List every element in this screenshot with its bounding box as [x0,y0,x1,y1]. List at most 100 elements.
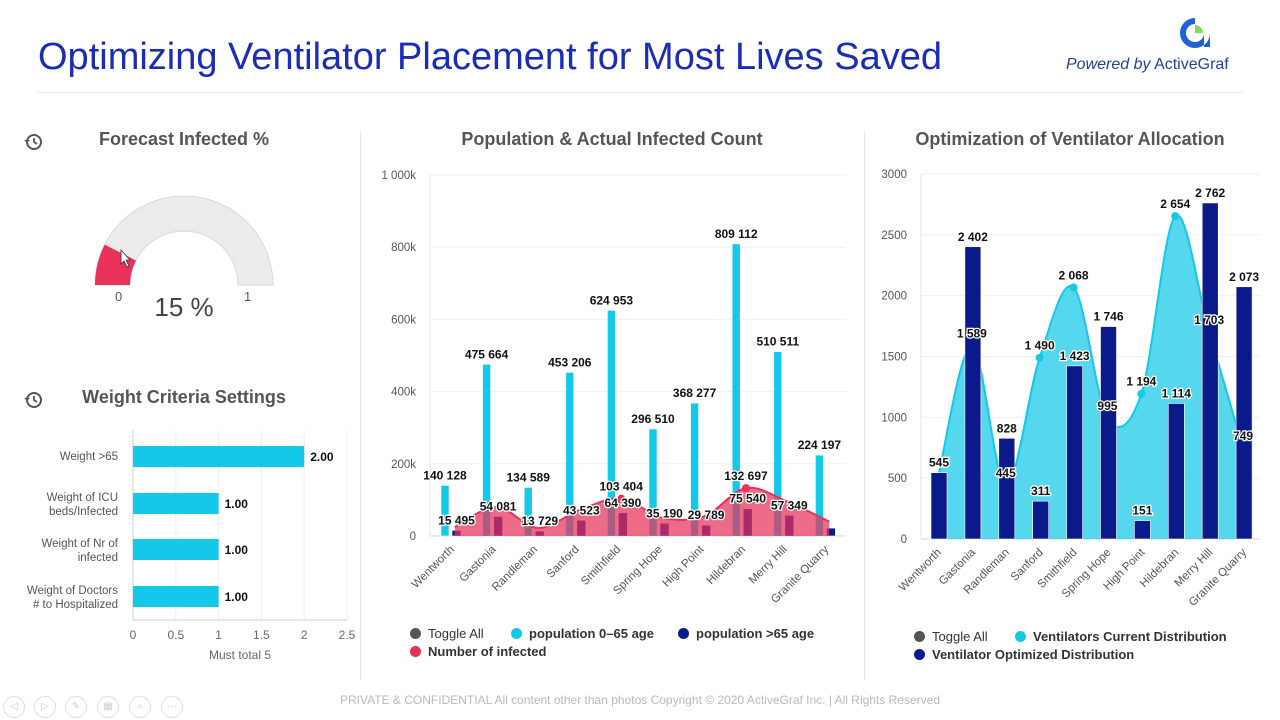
previous-icon[interactable]: ◁ [3,696,25,718]
x-tick-label: Hildebran [705,544,748,587]
brand-name: ActiveGraf [1154,56,1229,73]
gauge-value: 15 % [154,292,214,322]
legend-label: Toggle All [428,626,484,641]
bar [1201,202,1219,540]
data-label: 2 654 [1160,197,1190,211]
data-label: 453 206 [548,355,592,369]
data-label: 2 073 [1229,270,1259,284]
ventilator-chart: 0 500 1000 1500 2000 2500 3000 1 589 445 1 490 2 0… [881,169,1260,609]
data-label: 29 789 [688,508,725,522]
legend-current-distribution[interactable]: Ventilators Current Distribution [1015,629,1227,644]
data-point [617,494,626,503]
area-2 [454,487,830,536]
history-icon[interactable] [22,131,44,153]
data-label: 1 423 [1060,349,1090,363]
bar [1235,286,1253,540]
data-label: 296 510 [631,412,675,426]
weight-label: # to Hospitalized [33,599,118,611]
x-tick-label: 0 [130,628,137,642]
data-label: 749 [1233,429,1253,443]
data-label: 545 [929,456,949,470]
data-label: 132 697 [724,469,768,483]
data-label: 1 589 [957,327,987,341]
population-chart: 0 200k 400k 600k 800k 1 000k 140 128 475 664 134… [381,170,846,606]
legend-population-0-65[interactable]: population 0–65 age [511,626,654,641]
x-tick-label: Wentworth [897,547,944,594]
next-icon[interactable]: ▷ [34,696,56,718]
weight-bar [133,586,219,607]
legend-dot [410,628,421,639]
gauge-max-label: 1 [244,289,252,304]
legend-label: Ventilator Optimized Distribution [932,647,1135,662]
area-line [936,214,1245,486]
bar [1100,326,1117,540]
bar [1167,403,1185,540]
area-line [454,486,830,530]
footer-copyright: PRIVATE & CONFIDENTIAL All content other… [340,693,940,707]
data-label: 1 703 [1194,313,1224,327]
legend-toggle-all[interactable]: Toggle All [410,626,484,641]
pen-icon[interactable]: ✎ [65,696,87,718]
data-label: 35 190 [646,506,683,520]
weight-label: beds/Infected [49,506,118,518]
more-icon[interactable]: ··· [161,696,183,718]
data-label: 2 402 [958,230,988,244]
data-label: 224 197 [798,438,842,452]
data-point [1137,389,1146,398]
legend-dot [914,631,925,642]
data-label: 1 746 [1093,310,1123,324]
weight-criteria-chart: 0 0.5 1 1.5 2 2.5 2.00 Weight >65 1.00 Weight of … [27,430,356,662]
data-label: 64 390 [605,496,642,510]
data-label: 2 068 [1059,268,1089,282]
legend-toggle-all[interactable]: Toggle All [914,629,988,644]
y-tick-label: 1000 [881,412,907,424]
data-label: 311 [1031,484,1051,498]
weight-bar [133,446,305,467]
x-tick-label: 0.5 [167,628,184,642]
data-label: 2 762 [1195,186,1225,200]
y-tick-label: 0 [901,534,907,546]
bar [1032,500,1049,540]
legend-optimized-distribution[interactable]: Ventilator Optimized Distribution [914,647,1134,662]
forecast-gauge[interactable] [80,180,290,330]
slides-icon[interactable]: ▦ [97,696,119,718]
powered-by-label: Powered by ActiveGraf [1066,56,1229,74]
x-tick-label: 1.5 [253,628,270,642]
y-tick-label: 800k [391,242,416,254]
powered-prefix: Powered by [1066,56,1151,73]
x-tick-label: Merry Hill [747,544,790,587]
data-label: 624 953 [590,293,634,307]
zoom-icon[interactable]: ⌕ [129,696,151,718]
activegraf-logo-icon [1180,18,1210,48]
legend-population-65plus[interactable]: population >65 age [678,626,814,641]
bar [1134,520,1151,540]
data-point [742,484,750,493]
data-label: 43 523 [563,503,600,517]
data-point [1171,212,1180,221]
bar [930,472,948,540]
page-title: Optimizing Ventilator Placement for Most… [38,36,942,78]
header-divider [38,92,1243,93]
y-tick-label: 1 000k [381,170,416,182]
weight-label: Weight of Nr of [42,538,119,550]
data-label: 475 664 [465,347,509,361]
legend-dot [678,628,689,639]
weight-value-label: 1.00 [225,497,249,511]
x-tick-label: Wentworth [410,544,457,591]
history-icon[interactable] [22,389,44,411]
bar [1066,365,1083,540]
y-tick-label: 0 [410,531,416,543]
population-chart-title: Population & Actual Infected Count [461,129,763,149]
data-label: 510 511 [756,335,799,349]
legend-infected[interactable]: Number of infected [410,644,546,659]
x-axis-title: Must total 5 [209,648,271,662]
weight-label: Weight of ICU [47,492,118,504]
data-label: 809 112 [715,227,758,241]
data-label: 13 729 [521,514,558,528]
x-tick-label: 1 [215,628,222,642]
y-tick-label: 600k [391,314,416,326]
y-tick-label: 400k [391,387,416,399]
data-label: 368 277 [673,386,717,400]
legend-dot [1015,631,1026,642]
